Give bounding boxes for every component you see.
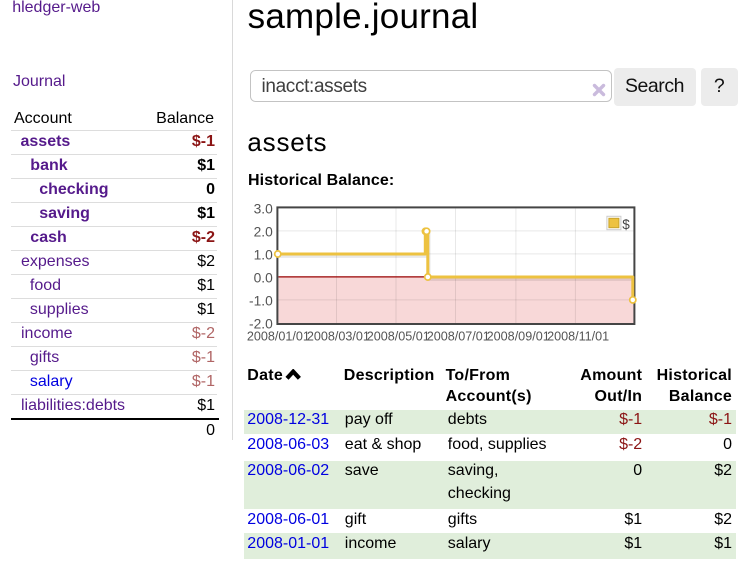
svg-text:2008/07/01: 2008/07/01 [427,329,490,343]
svg-text:$: $ [622,217,630,232]
svg-text:0.0: 0.0 [254,270,274,285]
svg-text:2008/05/01: 2008/05/01 [367,329,430,343]
svg-text:1.0: 1.0 [254,247,274,262]
svg-text:3.0: 3.0 [254,201,274,216]
svg-text:2008/11/01: 2008/11/01 [547,329,609,343]
svg-text:2008/09/01: 2008/09/01 [487,329,550,343]
svg-text:2008/03/01: 2008/03/01 [307,329,370,343]
svg-text:2008/01/01: 2008/01/01 [247,329,310,343]
svg-text:-2.0: -2.0 [249,316,273,331]
svg-text:2.0: 2.0 [254,224,274,239]
svg-text:-1.0: -1.0 [249,293,273,308]
